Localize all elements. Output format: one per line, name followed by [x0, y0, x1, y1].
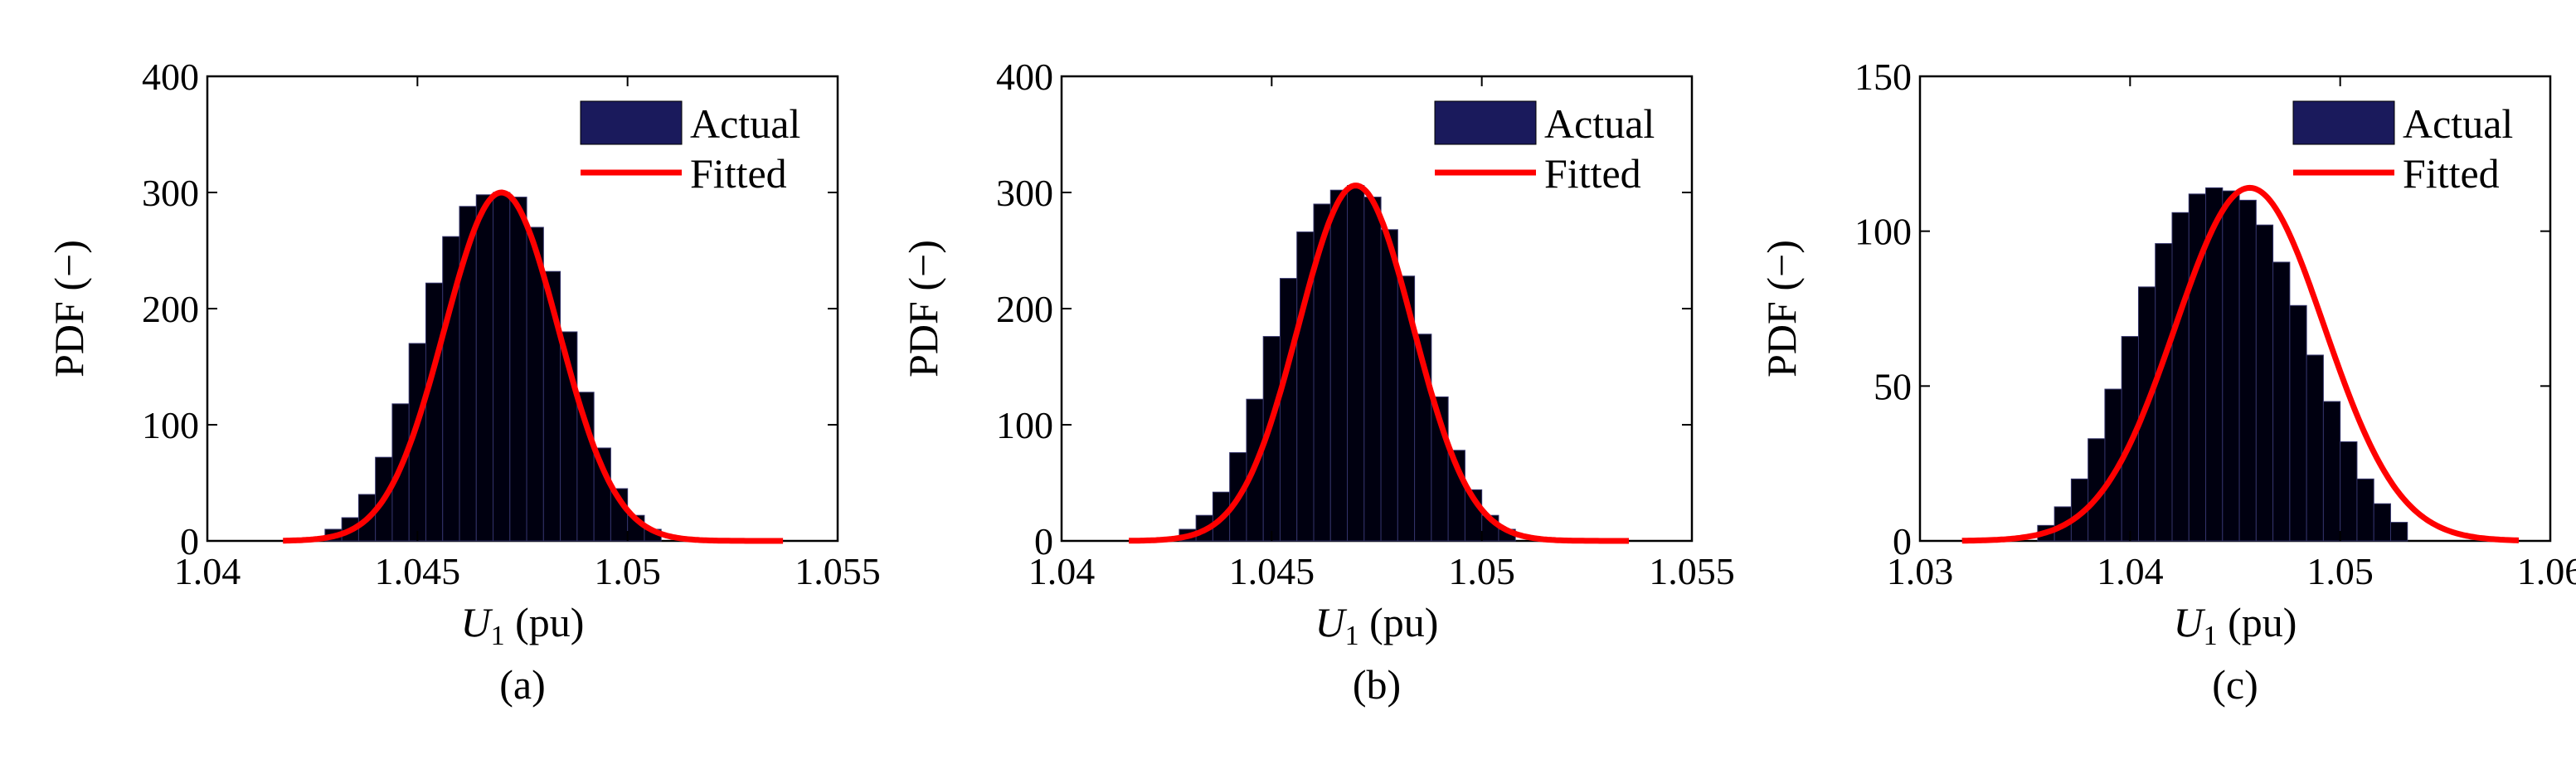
- chart-panel-3: 0 50 100 150 1.03 1.04 1.05 1.06 PDF (−) U1 (pu) (…: [1758, 56, 2576, 708]
- y-tick-label: 200: [142, 288, 199, 330]
- histogram-bar: [509, 197, 527, 542]
- histogram-bar: [2306, 354, 2324, 542]
- histogram-bar: [493, 192, 511, 542]
- y-axis-label: PDF (−): [900, 240, 946, 377]
- histogram-bar: [1279, 278, 1298, 542]
- x-tick-label: 1.055: [795, 550, 881, 592]
- panel-label: (c): [2212, 661, 2258, 708]
- legend-swatch-actual: [2292, 100, 2395, 145]
- legend-swatch-actual: [1434, 100, 1537, 145]
- x-tick-label: 1.04: [2097, 550, 2164, 592]
- histogram-bar: [425, 282, 444, 542]
- x-tick-label: 1.04: [1028, 550, 1096, 592]
- histogram-bar: [1329, 189, 1349, 542]
- chart-panel-2: 0 100 200 300 400 1.04 1.045 1.05 1.055 PDF (−) U1…: [900, 56, 1735, 708]
- histogram-bar: [2155, 243, 2173, 542]
- histogram-bar: [1380, 229, 1398, 542]
- y-tick-label: 0: [180, 520, 199, 562]
- histogram-bar: [1363, 197, 1382, 542]
- legend-label-actual: Actual: [2403, 100, 2513, 147]
- y-tick-label: 150: [1854, 56, 1912, 98]
- legend-swatch-actual: [580, 100, 683, 145]
- y-tick-label: 400: [142, 56, 199, 98]
- histogram-bar: [2238, 199, 2257, 542]
- histogram-bar: [2373, 503, 2391, 542]
- legend-label-actual: Actual: [690, 100, 800, 147]
- histogram-bar: [2222, 190, 2240, 542]
- x-axis-label: U1 (pu): [461, 599, 585, 651]
- y-axis-label: PDF (−): [46, 240, 92, 377]
- histogram-bar: [1347, 185, 1365, 542]
- x-tick-label: 1.05: [1448, 550, 1515, 592]
- y-tick-label: 0: [1893, 520, 1912, 562]
- histogram-bar: [2389, 522, 2408, 542]
- histogram-bar: [2289, 304, 2307, 542]
- y-tick-label: 300: [996, 172, 1053, 214]
- x-axis-label: U1 (pu): [2174, 599, 2297, 651]
- fitted-curve: [282, 189, 785, 544]
- x-tick-label: 1.045: [375, 550, 461, 592]
- histogram-bar: [475, 194, 494, 542]
- y-tick-label: 400: [996, 56, 1053, 98]
- legend-label-actual: Actual: [1544, 100, 1655, 147]
- histogram-bar: [2356, 478, 2374, 542]
- legend-label-fitted: Fitted: [1544, 150, 1641, 197]
- histogram-bar: [2322, 401, 2341, 542]
- histogram-bar: [2340, 441, 2358, 542]
- panel-label: (a): [499, 661, 546, 708]
- y-tick-label: 300: [142, 172, 199, 214]
- histogram-bar: [2272, 261, 2291, 542]
- histogram-bar: [2171, 212, 2190, 542]
- chart-panel-1: 0 100 200 300 400 1.04 1.045 1.05 1.055 PDF (−) U1…: [46, 56, 881, 708]
- y-tick-label: 50: [1874, 365, 1912, 407]
- x-tick-label: 1.03: [1887, 550, 1954, 592]
- y-axis-label: PDF (−): [1758, 240, 1805, 377]
- panel-label: (b): [1353, 661, 1401, 708]
- fitted-curve: [1128, 183, 1630, 544]
- x-tick-label: 1.055: [1649, 550, 1735, 592]
- x-tick-label: 1.05: [2306, 550, 2374, 592]
- x-tick-label: 1.045: [1229, 550, 1315, 592]
- y-tick-label: 0: [1034, 520, 1053, 562]
- y-tick-label: 100: [1854, 211, 1912, 253]
- legend-label-fitted: Fitted: [690, 150, 787, 197]
- y-tick-label: 200: [996, 288, 1053, 330]
- histogram-bar: [2255, 224, 2274, 542]
- y-tick-label: 100: [996, 404, 1053, 446]
- x-tick-label: 1.04: [174, 550, 241, 592]
- y-tick-label: 100: [142, 404, 199, 446]
- x-axis-label: U1 (pu): [1315, 599, 1439, 651]
- legend-label-fitted: Fitted: [2403, 150, 2500, 197]
- fitted-curve: [1961, 184, 2520, 544]
- x-tick-label: 1.05: [594, 550, 661, 592]
- x-tick-label: 1.06: [2517, 550, 2576, 592]
